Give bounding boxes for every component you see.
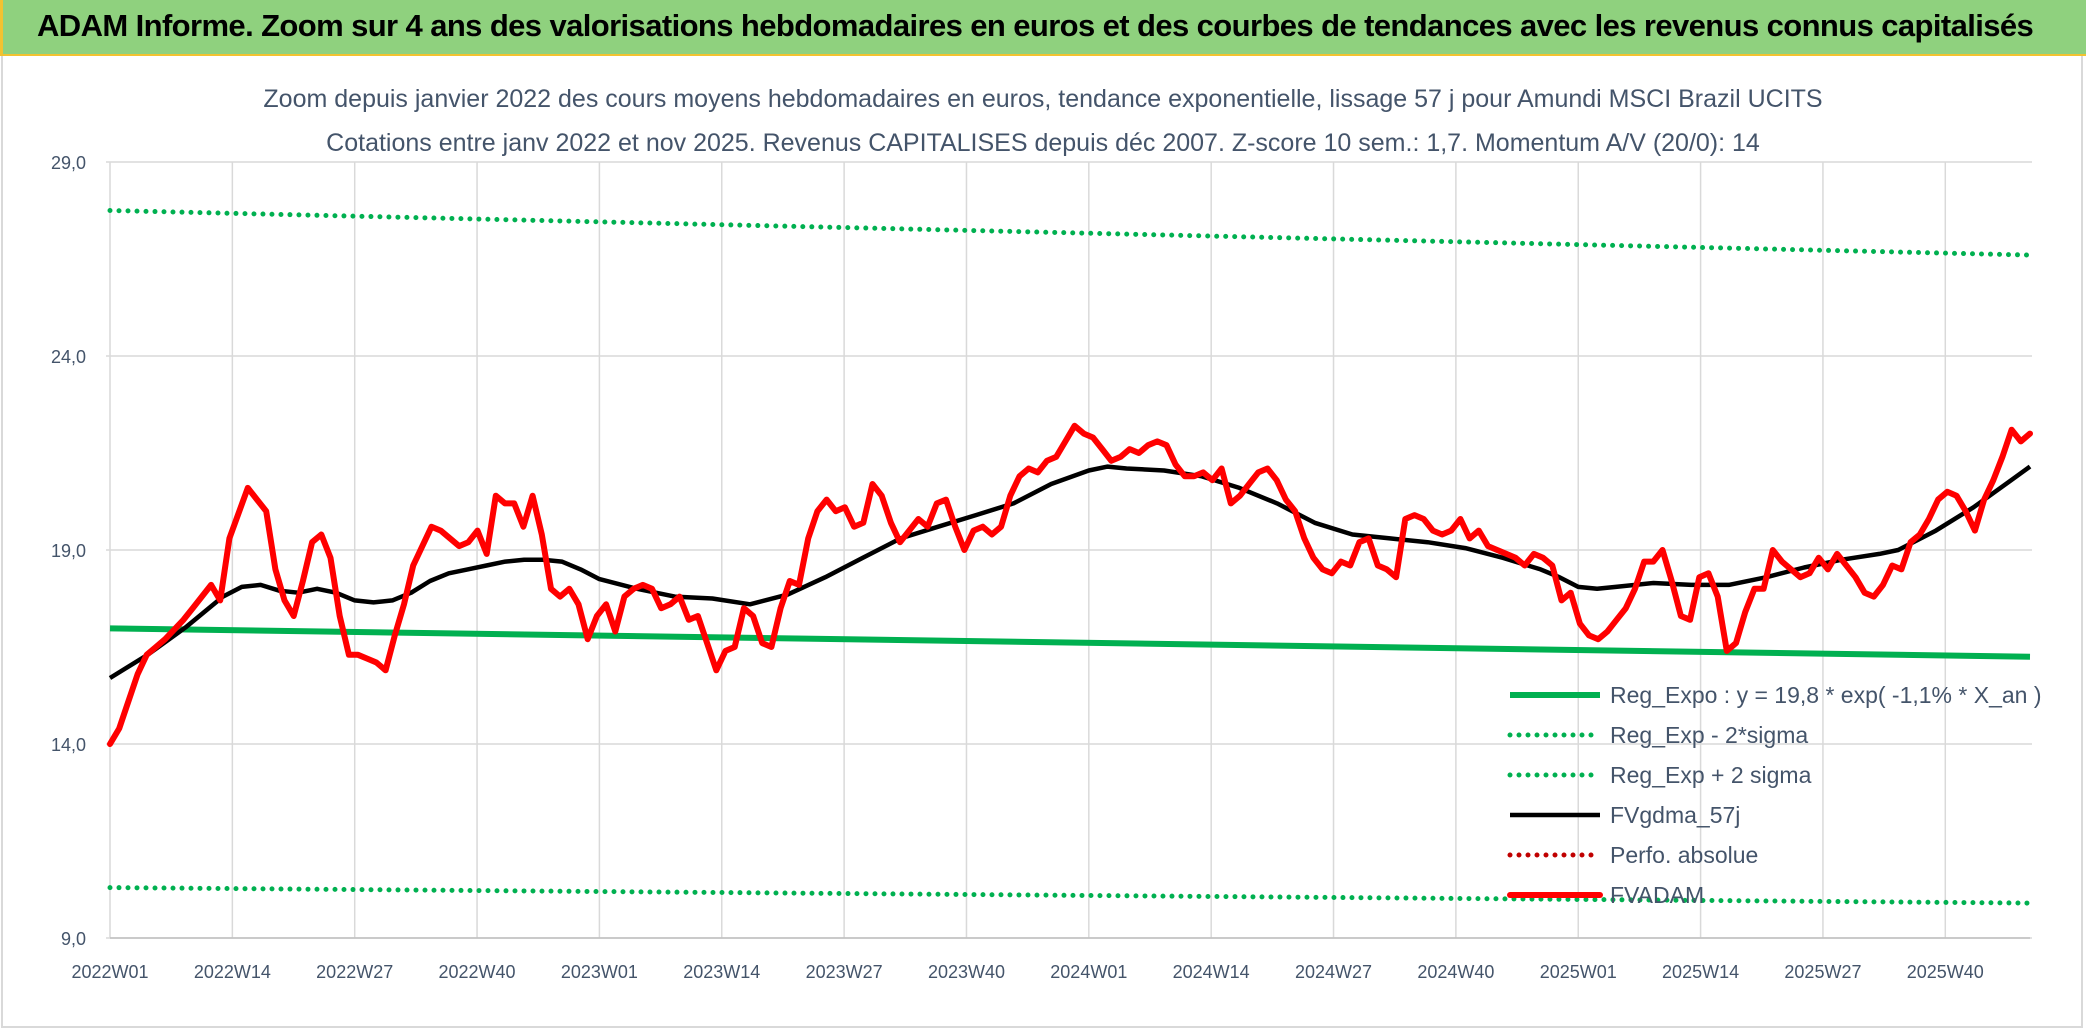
- x-tick-label: 2023W14: [683, 962, 760, 982]
- legend-entry: Reg_Exp + 2 sigma: [1610, 762, 1812, 788]
- series-line-0: [109, 625, 2031, 660]
- chart-grid: [106, 161, 2032, 939]
- series-line-2: [107, 208, 2033, 258]
- chart-series: [107, 208, 2033, 906]
- series-line-5: [107, 422, 2033, 747]
- report-title: ADAM Informe. Zoom sur 4 ans des valoris…: [37, 8, 2034, 43]
- x-tick-label: 2024W14: [1173, 962, 1250, 982]
- x-tick-label: 2023W27: [806, 962, 883, 982]
- series-line-3: [108, 464, 2032, 680]
- x-tick-label: 2023W40: [928, 962, 1005, 982]
- y-tick-label: 24,0: [51, 347, 86, 367]
- chart-title: Zoom depuis janvier 2022 des cours moyen…: [263, 85, 1822, 113]
- chart-frame: [1, 56, 2083, 1028]
- report-banner: ADAM Informe. Zoom sur 4 ans des valoris…: [0, 0, 2086, 56]
- x-tick-label: 2025W40: [1907, 962, 1984, 982]
- x-tick-label: 2024W40: [1417, 962, 1494, 982]
- series-line-1: [107, 885, 2033, 906]
- chart-subtitle: Cotations entre janv 2022 et nov 2025. R…: [326, 129, 1760, 157]
- legend-entry: FVgdma_57j: [1610, 802, 1740, 828]
- x-tick-label: 2022W14: [194, 962, 271, 982]
- y-tick-label: 29,0: [51, 153, 86, 173]
- x-tick-label: 2025W14: [1662, 962, 1739, 982]
- x-tick-label: 2022W27: [316, 962, 393, 982]
- x-tick-label: 2022W01: [71, 962, 148, 982]
- legend-entry: Reg_Exp - 2*sigma: [1610, 722, 1808, 748]
- chart-legend: Reg_Expo : y = 19,8 * exp( -1,1% * X_an …: [1507, 682, 2042, 908]
- y-tick-label: 9,0: [61, 929, 86, 949]
- x-tick-label: 2024W01: [1050, 962, 1127, 982]
- legend-entry: Perfo. absolue: [1610, 842, 1758, 868]
- y-tick-label: 19,0: [51, 541, 86, 561]
- legend-entry: FVADAM: [1610, 882, 1704, 908]
- legend-entry: Reg_Expo : y = 19,8 * exp( -1,1% * X_an …: [1610, 682, 2042, 708]
- x-tick-label: 2025W27: [1784, 962, 1861, 982]
- x-tick-label: 2025W01: [1540, 962, 1617, 982]
- x-tick-label: 2024W27: [1295, 962, 1372, 982]
- x-tick-label: 2022W40: [439, 962, 516, 982]
- y-tick-label: 14,0: [51, 735, 86, 755]
- x-tick-label: 2023W01: [561, 962, 638, 982]
- chart-axes: 9,0 14,0 19,0 24,0 29,0 2022W01 2022W14 2022W27…: [51, 153, 2030, 982]
